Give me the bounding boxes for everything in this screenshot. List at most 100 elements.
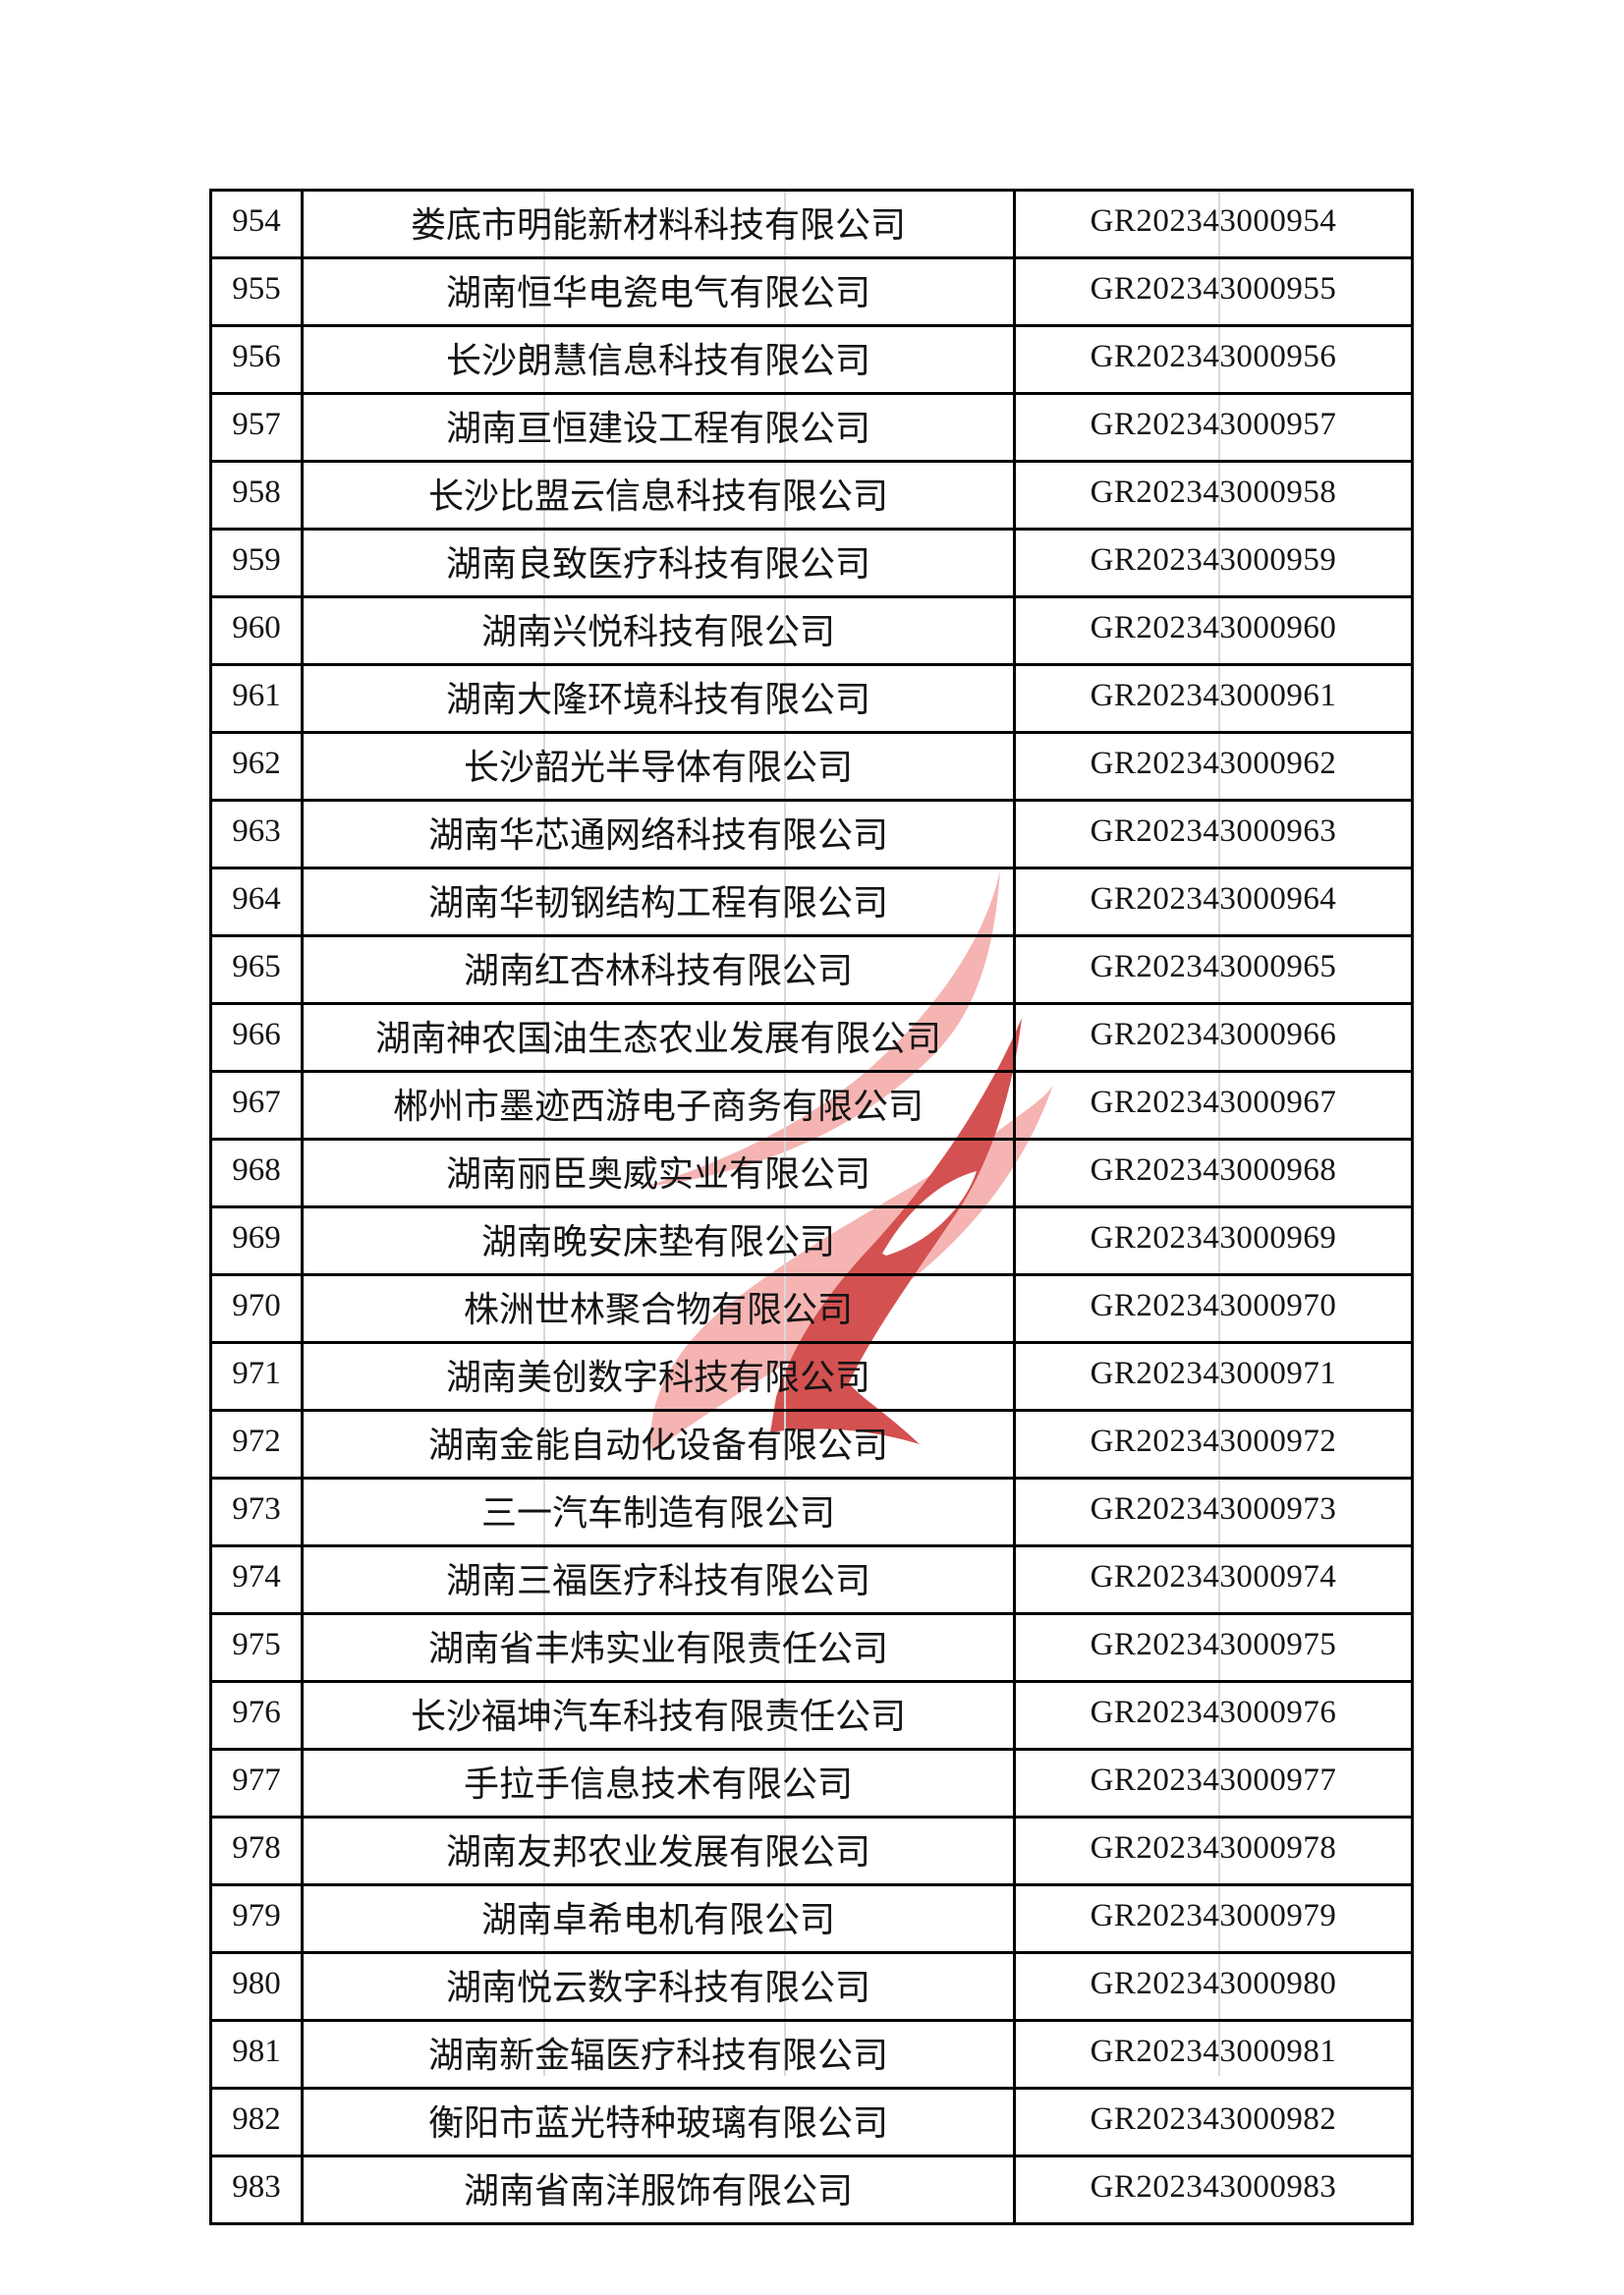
table-row: 954 娄底市明能新材料科技有限公司 GR202343000954 — [209, 189, 1414, 259]
table-row: 970 株洲世林聚合物有限公司 GR202343000970 — [209, 1273, 1414, 1344]
certificate-number-cell: GR202343000981 — [1013, 2019, 1414, 2090]
table-row: 974 湖南三福医疗科技有限公司 GR202343000974 — [209, 1544, 1414, 1615]
table-row: 962 长沙韶光半导体有限公司 GR202343000962 — [209, 731, 1414, 802]
company-name-cell: 长沙韶光半导体有限公司 — [301, 731, 1016, 802]
company-name-cell: 湖南大隆环境科技有限公司 — [301, 663, 1016, 734]
certificate-number-cell: GR202343000961 — [1013, 663, 1414, 734]
certificate-number-cell: GR202343000963 — [1013, 799, 1414, 869]
row-number-cell: 977 — [209, 1748, 304, 1819]
certificate-number-cell: GR202343000974 — [1013, 1544, 1414, 1615]
company-name-cell: 湖南神农国油生态农业发展有限公司 — [301, 1002, 1016, 1073]
company-name-cell: 湖南华韧钢结构工程有限公司 — [301, 867, 1016, 937]
table-row: 965 湖南红杏林科技有限公司 GR202343000965 — [209, 934, 1414, 1005]
row-number-cell: 955 — [209, 256, 304, 327]
certificate-table: 954 娄底市明能新材料科技有限公司 GR202343000954 955 湖南恒华电瓷… — [209, 189, 1414, 2225]
certificate-number-cell: GR202343000978 — [1013, 1816, 1414, 1886]
row-number-cell: 982 — [209, 2087, 304, 2157]
certificate-number-cell: GR202343000977 — [1013, 1748, 1414, 1819]
company-name-cell: 株洲世林聚合物有限公司 — [301, 1273, 1016, 1344]
certificate-number-cell: GR202343000970 — [1013, 1273, 1414, 1344]
table-row: 977 手拉手信息技术有限公司 GR202343000977 — [209, 1748, 1414, 1819]
certificate-number-cell: GR202343000966 — [1013, 1002, 1414, 1073]
certificate-number-cell: GR202343000955 — [1013, 256, 1414, 327]
row-number-cell: 976 — [209, 1680, 304, 1751]
certificate-number-cell: GR202343000976 — [1013, 1680, 1414, 1751]
company-name-cell: 湖南亘恒建设工程有限公司 — [301, 392, 1016, 463]
certificate-number-cell: GR202343000965 — [1013, 934, 1414, 1005]
company-name-cell: 湖南三福医疗科技有限公司 — [301, 1544, 1016, 1615]
company-name-cell: 长沙福坤汽车科技有限责任公司 — [301, 1680, 1016, 1751]
company-name-cell: 长沙朗慧信息科技有限公司 — [301, 324, 1016, 395]
company-name-cell: 湖南兴悦科技有限公司 — [301, 595, 1016, 666]
row-number-cell: 961 — [209, 663, 304, 734]
row-number-cell: 978 — [209, 1816, 304, 1886]
row-number-cell: 968 — [209, 1138, 304, 1208]
table-row: 982 衡阳市蓝光特种玻璃有限公司 GR202343000982 — [209, 2087, 1414, 2157]
table-row: 969 湖南晚安床垫有限公司 GR202343000969 — [209, 1205, 1414, 1276]
row-number-cell: 975 — [209, 1612, 304, 1683]
certificate-number-cell: GR202343000958 — [1013, 460, 1414, 531]
company-name-cell: 湖南红杏林科技有限公司 — [301, 934, 1016, 1005]
table-row: 968 湖南丽臣奥威实业有限公司 GR202343000968 — [209, 1138, 1414, 1208]
table-row: 973 三一汽车制造有限公司 GR202343000973 — [209, 1477, 1414, 1547]
table-row: 959 湖南良致医疗科技有限公司 GR202343000959 — [209, 528, 1414, 598]
company-name-cell: 衡阳市蓝光特种玻璃有限公司 — [301, 2087, 1016, 2157]
table-row: 976 长沙福坤汽车科技有限责任公司 GR202343000976 — [209, 1680, 1414, 1751]
table-row: 971 湖南美创数字科技有限公司 GR202343000971 — [209, 1341, 1414, 1412]
company-name-cell: 湖南省南洋服饰有限公司 — [301, 2155, 1016, 2225]
company-name-cell: 湖南省丰炜实业有限责任公司 — [301, 1612, 1016, 1683]
company-name-cell: 湖南美创数字科技有限公司 — [301, 1341, 1016, 1412]
table-row: 981 湖南新金辐医疗科技有限公司 GR202343000981 — [209, 2019, 1414, 2090]
certificate-number-cell: GR202343000964 — [1013, 867, 1414, 937]
certificate-number-cell: GR202343000979 — [1013, 1883, 1414, 1954]
row-number-cell: 954 — [209, 189, 304, 259]
certificate-number-cell: GR202343000960 — [1013, 595, 1414, 666]
table-row: 955 湖南恒华电瓷电气有限公司 GR202343000955 — [209, 256, 1414, 327]
company-name-cell: 长沙比盟云信息科技有限公司 — [301, 460, 1016, 531]
row-number-cell: 971 — [209, 1341, 304, 1412]
row-number-cell: 979 — [209, 1883, 304, 1954]
certificate-number-cell: GR202343000956 — [1013, 324, 1414, 395]
row-number-cell: 980 — [209, 1951, 304, 2022]
row-number-cell: 963 — [209, 799, 304, 869]
company-name-cell: 湖南良致医疗科技有限公司 — [301, 528, 1016, 598]
row-number-cell: 972 — [209, 1409, 304, 1480]
table-row: 967 郴州市墨迹西游电子商务有限公司 GR202343000967 — [209, 1070, 1414, 1141]
company-name-cell: 三一汽车制造有限公司 — [301, 1477, 1016, 1547]
certificate-number-cell: GR202343000959 — [1013, 528, 1414, 598]
table-row: 983 湖南省南洋服饰有限公司 GR202343000983 — [209, 2155, 1414, 2225]
certificate-number-cell: GR202343000971 — [1013, 1341, 1414, 1412]
row-number-cell: 960 — [209, 595, 304, 666]
company-name-cell: 郴州市墨迹西游电子商务有限公司 — [301, 1070, 1016, 1141]
row-number-cell: 970 — [209, 1273, 304, 1344]
certificate-number-cell: GR202343000982 — [1013, 2087, 1414, 2157]
row-number-cell: 957 — [209, 392, 304, 463]
row-number-cell: 969 — [209, 1205, 304, 1276]
company-name-cell: 湖南友邦农业发展有限公司 — [301, 1816, 1016, 1886]
table-row: 957 湖南亘恒建设工程有限公司 GR202343000957 — [209, 392, 1414, 463]
table-row: 978 湖南友邦农业发展有限公司 GR202343000978 — [209, 1816, 1414, 1886]
table-row: 964 湖南华韧钢结构工程有限公司 GR202343000964 — [209, 867, 1414, 937]
table-row: 963 湖南华芯通网络科技有限公司 GR202343000963 — [209, 799, 1414, 869]
table-row: 960 湖南兴悦科技有限公司 GR202343000960 — [209, 595, 1414, 666]
company-name-cell: 湖南新金辐医疗科技有限公司 — [301, 2019, 1016, 2090]
row-number-cell: 956 — [209, 324, 304, 395]
row-number-cell: 983 — [209, 2155, 304, 2225]
table-row: 958 长沙比盟云信息科技有限公司 GR202343000958 — [209, 460, 1414, 531]
row-number-cell: 966 — [209, 1002, 304, 1073]
row-number-cell: 967 — [209, 1070, 304, 1141]
certificate-number-cell: GR202343000980 — [1013, 1951, 1414, 2022]
table-row: 975 湖南省丰炜实业有限责任公司 GR202343000975 — [209, 1612, 1414, 1683]
certificate-number-cell: GR202343000967 — [1013, 1070, 1414, 1141]
row-number-cell: 962 — [209, 731, 304, 802]
table-row: 979 湖南卓希电机有限公司 GR202343000979 — [209, 1883, 1414, 1954]
row-number-cell: 959 — [209, 528, 304, 598]
company-name-cell: 娄底市明能新材料科技有限公司 — [301, 189, 1016, 259]
table-row: 966 湖南神农国油生态农业发展有限公司 GR202343000966 — [209, 1002, 1414, 1073]
certificate-number-cell: GR202343000957 — [1013, 392, 1414, 463]
certificate-number-cell: GR202343000973 — [1013, 1477, 1414, 1547]
row-number-cell: 974 — [209, 1544, 304, 1615]
certificate-number-cell: GR202343000975 — [1013, 1612, 1414, 1683]
company-name-cell: 湖南晚安床垫有限公司 — [301, 1205, 1016, 1276]
